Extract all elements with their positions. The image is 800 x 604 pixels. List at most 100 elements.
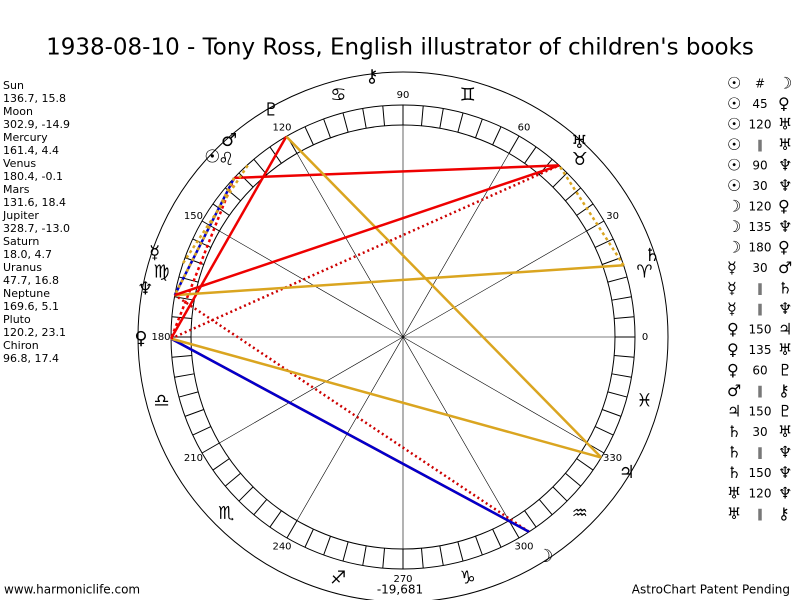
- aspect-line: [174, 294, 530, 533]
- aspect-from: ☽: [727, 217, 741, 236]
- ring-tick: [614, 316, 635, 320]
- planet-name: Jupiter: [2, 209, 39, 222]
- aspect-line: [170, 337, 602, 459]
- ring-tick: [238, 172, 254, 188]
- aspect-to: ♆: [778, 217, 792, 236]
- planet-name: Chiron: [3, 339, 39, 352]
- planet-position: 131.6, 18.4: [3, 196, 66, 209]
- ring-tick: [420, 548, 424, 569]
- ring-tick: [212, 458, 230, 471]
- ring-tick: [342, 541, 349, 562]
- ring-tick: [492, 528, 502, 548]
- aspect-to: ♂: [778, 258, 792, 277]
- planet-glyph: ♇: [263, 100, 279, 121]
- planet-name: Pluto: [3, 313, 31, 326]
- zodiac-sign: ♏: [218, 503, 234, 524]
- aspect-type: ∥: [757, 302, 763, 316]
- ring-tick: [614, 354, 635, 358]
- aspect-type: 30: [752, 425, 767, 439]
- ring-tick: [323, 118, 331, 138]
- planet-glyph: ♂: [221, 130, 237, 151]
- degree-label: 120: [272, 122, 291, 133]
- aspect-from: ☉: [727, 94, 741, 113]
- aspect-to: ♆: [778, 299, 792, 318]
- aspect-type: 135: [749, 343, 772, 357]
- aspect-type: ∥: [757, 507, 763, 521]
- aspect-from: ♄: [727, 422, 741, 441]
- ring-tick: [362, 545, 367, 566]
- aspect-from: ♂: [727, 381, 741, 400]
- planet-glyph: ♆: [137, 279, 153, 300]
- aspect-to: ♀: [778, 94, 790, 113]
- ring-tick: [382, 105, 386, 126]
- ring-tick: [171, 354, 192, 358]
- zodiac-sign: ♌: [218, 149, 234, 170]
- ring-tick: [304, 126, 314, 146]
- degree-label: 0: [642, 332, 648, 343]
- ring-tick: [565, 472, 582, 487]
- ring-tick: [174, 296, 195, 301]
- ring-tick: [192, 426, 212, 436]
- ring-tick: [607, 391, 628, 398]
- aspect-to: ☽: [778, 74, 792, 93]
- ring-tick: [286, 520, 298, 539]
- planet-name: Sun: [3, 79, 24, 92]
- ring-tick: [508, 135, 520, 154]
- aspect-from: ♅: [727, 504, 741, 523]
- ring-tick: [508, 520, 520, 539]
- aspect-to: ♅: [778, 115, 792, 134]
- zodiac-sign: ♑: [460, 567, 476, 588]
- ring-tick: [565, 187, 582, 202]
- ring-tick: [475, 536, 483, 556]
- aspect-to: ♅: [778, 135, 792, 154]
- ring-tick: [304, 528, 314, 548]
- aspect-type: 60: [752, 364, 767, 378]
- aspect-to: ♅: [778, 422, 792, 441]
- aspect-from: ☉: [727, 115, 741, 134]
- ring-tick: [594, 238, 614, 248]
- footer-left: www.harmoniclife.com: [4, 583, 140, 597]
- planet-name: Saturn: [3, 235, 39, 248]
- aspect-type: ∥: [757, 446, 763, 460]
- footer-center: -19,681: [377, 583, 423, 597]
- ring-tick: [174, 373, 195, 378]
- axis-line: [219, 230, 587, 444]
- zodiac-sign: ♓: [636, 391, 652, 412]
- zodiac-sign: ♊: [460, 85, 476, 106]
- planet-glyph: ☽: [537, 546, 553, 567]
- aspect-line: [558, 164, 625, 266]
- aspect-line: [174, 264, 624, 297]
- aspect-to: ⚷: [778, 381, 790, 400]
- ring-tick: [269, 510, 282, 528]
- ring-tick: [594, 426, 614, 436]
- ring-tick: [586, 220, 605, 232]
- aspect-from: ♀: [727, 320, 739, 339]
- aspect-from: ☉: [727, 176, 741, 195]
- planet-glyph: ⚷: [365, 66, 378, 87]
- degree-label: 150: [184, 211, 203, 222]
- degree-label: 270: [393, 574, 412, 585]
- aspect-type: 120: [749, 200, 772, 214]
- aspect-type: ∥: [757, 384, 763, 398]
- zodiac-sign: ♐: [330, 567, 346, 588]
- aspect-type: #: [755, 77, 765, 91]
- degree-label: 210: [184, 453, 203, 464]
- ring-tick: [492, 126, 502, 146]
- degree-label: 30: [606, 211, 619, 222]
- planet-position: 120.2, 23.1: [3, 326, 66, 339]
- ring-tick: [342, 112, 349, 133]
- planet-glyph: ♀: [134, 328, 147, 349]
- ring-tick: [323, 536, 331, 556]
- degree-label: 180: [151, 332, 170, 343]
- aspect-type: ∥: [757, 138, 763, 152]
- planet-glyph: ♄: [644, 245, 660, 266]
- aspect-to: ♆: [778, 484, 792, 503]
- aspect-line: [169, 135, 288, 340]
- planet-name: Uranus: [3, 261, 42, 274]
- aspect-type: 135: [749, 220, 772, 234]
- ring-tick: [576, 458, 594, 471]
- footer-right: AstroChart Patent Pending: [632, 583, 790, 597]
- planet-name: Mercury: [3, 131, 48, 144]
- ring-tick: [362, 108, 367, 129]
- aspect-to: ♇: [778, 361, 792, 380]
